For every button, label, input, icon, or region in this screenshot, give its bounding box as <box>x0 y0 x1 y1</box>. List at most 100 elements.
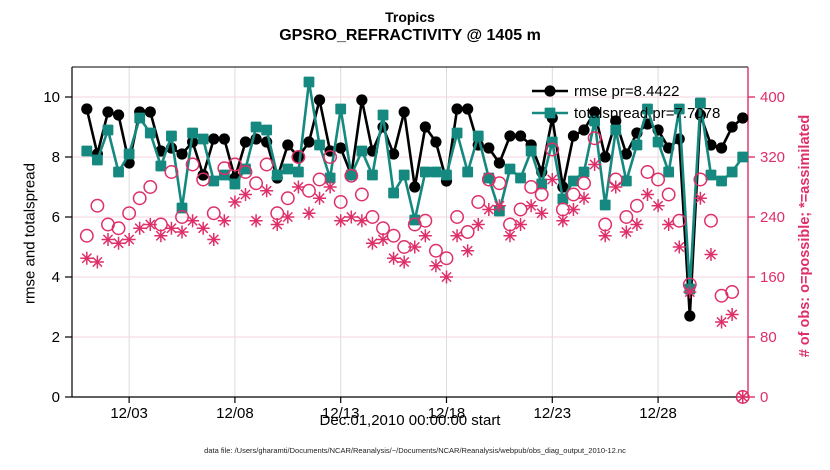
possible-obs-marker <box>227 157 242 172</box>
assimilated-obs-marker <box>249 214 263 228</box>
asterisk-arm <box>568 204 579 215</box>
assimilated-obs-marker <box>217 214 231 228</box>
totalspread-marker <box>271 169 283 181</box>
asterisk-arm <box>113 238 124 249</box>
totalspread-marker <box>102 124 114 136</box>
asterisk-arm <box>293 181 304 193</box>
legend-totalspread-marker-icon <box>532 105 568 121</box>
totalspread-marker <box>599 199 611 211</box>
totalspread-marker <box>631 139 643 151</box>
assimilated-obs-marker <box>482 203 496 216</box>
rmse-marker <box>514 130 527 142</box>
assimilated-obs-marker <box>376 233 390 246</box>
totalspread-marker <box>642 103 653 115</box>
asterisk-arm <box>187 215 198 226</box>
totalspread-marker <box>716 175 727 187</box>
assimilated-obs-marker <box>577 191 591 205</box>
asterisk-arm <box>208 234 219 245</box>
assimilated-obs-marker <box>672 240 686 254</box>
possible-obs-marker <box>704 213 718 228</box>
x-tick-label: 12/13 <box>322 405 360 422</box>
asterisk-arm <box>335 215 346 226</box>
y-tick-label-right: 160 <box>760 269 785 286</box>
rmse-marker <box>197 169 209 181</box>
possible-obs-marker <box>598 217 613 232</box>
assimilated-obs-marker <box>736 390 750 404</box>
totalspread-marker <box>620 175 632 187</box>
assimilated-obs-marker <box>704 248 718 261</box>
assimilated-obs-marker <box>545 173 559 186</box>
totalspread-marker <box>726 166 738 178</box>
asterisk-arm <box>578 193 590 204</box>
assimilated-obs-marker <box>429 259 443 273</box>
assimilated-obs-marker <box>514 218 528 231</box>
assimilated-obs-marker <box>365 236 379 250</box>
assimilated-obs-marker <box>461 244 475 258</box>
rmse-marker <box>112 109 125 121</box>
y-tick-label-right: 0 <box>760 389 768 406</box>
assimilated-obs-marker <box>175 225 189 239</box>
x-tick-label: 12/28 <box>639 405 677 422</box>
asterisk-arm <box>494 200 505 211</box>
possible-obs-marker <box>376 221 390 236</box>
rmse-marker <box>282 139 294 151</box>
x-axis-label: Dec.01,2010 00:00:00 start <box>319 412 501 429</box>
assimilated-obs-marker <box>281 210 295 224</box>
possible-obs-marker <box>333 195 348 209</box>
rmse-marker <box>493 157 505 169</box>
asterisk-arm <box>346 211 357 223</box>
totalspread-marker <box>261 124 273 136</box>
rmse-marker <box>483 142 495 154</box>
asterisk-arm <box>695 193 706 204</box>
possible-obs-marker <box>323 150 338 164</box>
assimilated-obs-marker <box>122 233 136 246</box>
assimilated-obs-marker <box>556 214 570 228</box>
rmse-marker <box>610 115 622 127</box>
asterisk-arm <box>399 256 410 268</box>
totalspread-marker <box>536 178 548 190</box>
y-tick-label-left: 8 <box>52 149 60 166</box>
assimilated-obs-marker <box>90 255 104 269</box>
asterisk-arm <box>388 253 399 264</box>
legend-label: rmse pr=8.4422 <box>574 82 680 100</box>
possible-obs-marker <box>79 228 94 243</box>
rmse-marker <box>176 148 188 160</box>
legend-rmse-marker-icon <box>532 83 568 99</box>
asterisk-arm <box>166 223 177 234</box>
asterisk-arm <box>737 391 748 403</box>
assimilated-obs-marker <box>186 214 200 228</box>
totalspread-marker <box>525 145 537 157</box>
assimilated-obs-marker <box>471 218 485 231</box>
y-tick-label-right: 320 <box>760 149 785 166</box>
asterisk-arm <box>219 215 230 226</box>
asterisk-arm <box>716 316 727 328</box>
assimilated-obs-marker <box>450 229 464 243</box>
rmse-marker <box>335 142 347 154</box>
rmse-marker <box>81 103 93 115</box>
y-tick-label-left: 6 <box>52 209 60 226</box>
asterisk-arm <box>462 245 473 256</box>
asterisk-arm <box>504 230 516 241</box>
totalspread-marker <box>663 166 675 178</box>
asterisk-arm <box>367 238 378 249</box>
assimilated-obs-marker <box>524 199 538 213</box>
assimilated-obs-marker <box>683 285 697 299</box>
totalspread-marker <box>441 169 452 181</box>
totalspread-marker <box>91 154 103 166</box>
possible-obs-marker <box>587 131 602 146</box>
totalspread-marker <box>546 136 558 148</box>
possible-obs-marker <box>238 165 253 179</box>
assimilated-obs-marker <box>693 191 707 205</box>
rmse-marker <box>430 136 442 148</box>
possible-obs-marker <box>164 165 179 179</box>
asterisk-arm <box>727 309 738 320</box>
totalspread-marker <box>462 166 474 178</box>
asterisk-arm <box>409 241 420 253</box>
asterisk-arm <box>610 181 621 193</box>
asterisk-arm <box>663 219 674 230</box>
assimilated-obs-marker <box>630 218 644 231</box>
totalspread-marker <box>367 169 378 181</box>
totalspread-marker <box>419 166 431 178</box>
assimilated-obs-marker <box>492 199 506 213</box>
totalspread-marker <box>673 103 685 115</box>
